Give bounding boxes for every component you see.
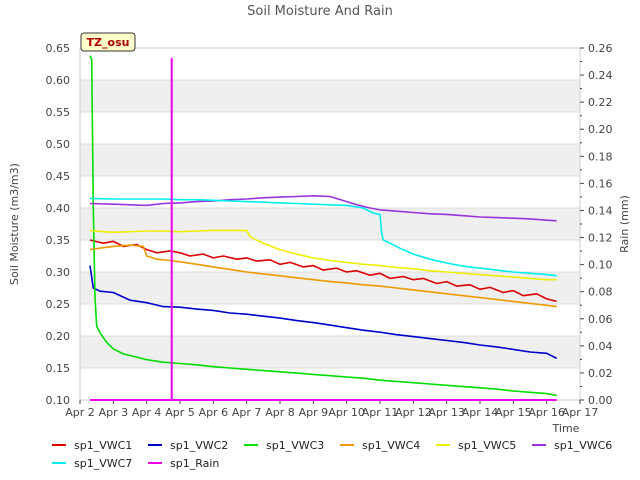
legend-swatch bbox=[436, 444, 450, 446]
legend-item: sp1_VWC2 bbox=[148, 439, 244, 452]
site-badge-label: TZ_osu bbox=[87, 36, 130, 49]
y-tick-label: 0.45 bbox=[46, 170, 71, 183]
y-tick-label: 0.35 bbox=[46, 234, 71, 247]
legend-item: sp1_VWC7 bbox=[52, 457, 148, 470]
grid-band bbox=[80, 272, 580, 304]
legend-item: sp1_Rain bbox=[148, 457, 244, 470]
x-tick-label: Apr 12 bbox=[395, 406, 432, 419]
x-tick-label: Apr 9 bbox=[299, 406, 329, 419]
y2-tick-label: 0.02 bbox=[588, 367, 613, 380]
y-tick-label: 0.40 bbox=[46, 202, 71, 215]
legend-row: sp1_VWC7 sp1_Rain bbox=[52, 454, 632, 472]
y2-axis-label: Rain (mm) bbox=[618, 195, 631, 253]
y2-tick-label: 0.10 bbox=[588, 259, 613, 272]
legend-label: sp1_VWC7 bbox=[74, 456, 133, 470]
y-tick-label: 0.30 bbox=[46, 266, 71, 279]
chart-title: Soil Moisture And Rain bbox=[247, 4, 393, 19]
y-tick-label: 0.55 bbox=[46, 106, 71, 119]
y-tick-label: 0.10 bbox=[46, 394, 71, 407]
x-tick-label: Apr 11 bbox=[362, 406, 399, 419]
y2-tick-label: 0.24 bbox=[588, 69, 613, 82]
y2-tick-label: 0.26 bbox=[588, 42, 613, 55]
legend-item: sp1_VWC4 bbox=[340, 439, 436, 452]
legend: sp1_VWC1 sp1_VWC2 sp1_VWC3 sp1_VWC4 sp1_VWC5… bbox=[52, 436, 632, 472]
x-axis-ticks: Apr 2 Apr 3 Apr 4 Apr 5 Apr 6 Apr 7 Apr 8 Apr 9… bbox=[65, 400, 598, 419]
legend-swatch bbox=[148, 462, 162, 464]
x-tick-label: Apr 7 bbox=[232, 406, 262, 419]
series-line-sp1-vwc6 bbox=[89, 195, 557, 222]
x-tick-label: Apr 2 bbox=[65, 406, 95, 419]
grid-band bbox=[80, 208, 580, 240]
legend-item: sp1_VWC1 bbox=[52, 439, 148, 452]
legend-swatch bbox=[340, 444, 354, 446]
y-axis-ticks: 0.10 0.15 0.20 0.25 0.30 0.35 0.40 0.45 0.50 0.55… bbox=[46, 42, 71, 407]
grid-band bbox=[80, 336, 580, 368]
legend-item: sp1_VWC5 bbox=[436, 439, 532, 452]
series-line-sp1-rain bbox=[90, 57, 557, 401]
y-tick-label: 0.60 bbox=[46, 74, 71, 87]
x-tick-label: Apr 15 bbox=[495, 406, 532, 419]
y2-tick-label: 0.18 bbox=[588, 150, 613, 163]
x-tick-label: Apr 3 bbox=[99, 406, 129, 419]
x-tick-label: Apr 5 bbox=[165, 406, 195, 419]
y2-tick-label: 0.16 bbox=[588, 177, 613, 190]
x-tick-label: Apr 8 bbox=[265, 406, 295, 419]
legend-label: sp1_VWC5 bbox=[458, 438, 517, 452]
series-lines bbox=[89, 55, 558, 401]
legend-label: sp1_Rain bbox=[170, 456, 220, 470]
legend-label: sp1_VWC1 bbox=[74, 438, 133, 452]
x-tick-label: Apr 4 bbox=[132, 406, 162, 419]
x-tick-label: Apr 16 bbox=[528, 406, 565, 419]
series-line-sp1-vwc2 bbox=[89, 265, 558, 360]
x-tick-label: Apr 17 bbox=[562, 406, 599, 419]
x-tick-label: Apr 6 bbox=[199, 406, 229, 419]
series-line-sp1-vwc5 bbox=[89, 229, 557, 281]
y-tick-label: 0.15 bbox=[46, 362, 71, 375]
y-axis-label: Soil Moisture (m3/m3) bbox=[8, 163, 21, 285]
grid-band bbox=[80, 144, 580, 176]
x-tick-label: Apr 13 bbox=[428, 406, 465, 419]
y-tick-label: 0.25 bbox=[46, 298, 71, 311]
y2-tick-label: 0.22 bbox=[588, 96, 613, 109]
series-line-sp1-vwc7 bbox=[89, 197, 557, 277]
legend-item: sp1_VWC3 bbox=[244, 439, 340, 452]
y2-tick-label: 0.12 bbox=[588, 232, 613, 245]
series-line-sp1-vwc4 bbox=[89, 244, 557, 308]
legend-label: sp1_VWC2 bbox=[170, 438, 229, 452]
x-tick-label: Apr 14 bbox=[462, 406, 499, 419]
y-tick-label: 0.50 bbox=[46, 138, 71, 151]
y2-tick-label: 0.14 bbox=[588, 204, 613, 217]
grid-bands bbox=[80, 79, 580, 401]
legend-swatch bbox=[52, 462, 66, 464]
legend-swatch bbox=[52, 444, 66, 446]
legend-swatch bbox=[244, 444, 258, 446]
x-axis-label: Time bbox=[552, 422, 580, 435]
legend-label: sp1_VWC4 bbox=[362, 438, 421, 452]
y-tick-label: 0.20 bbox=[46, 330, 71, 343]
y2-tick-label: 0.00 bbox=[588, 394, 613, 407]
y2-tick-label: 0.20 bbox=[588, 123, 613, 136]
site-badge: TZ_osu bbox=[80, 32, 136, 52]
y2-axis-ticks: 0.00 0.02 0.04 0.06 0.08 0.10 0.12 0.14 0.16 0.18… bbox=[580, 42, 613, 407]
legend-swatch bbox=[532, 444, 546, 446]
legend-label: sp1_VWC3 bbox=[266, 438, 325, 452]
legend-item: sp1_VWC6 bbox=[532, 439, 628, 452]
series-line-sp1-vwc3 bbox=[89, 55, 557, 397]
series-line-sp1-vwc1 bbox=[89, 239, 557, 303]
y2-tick-label: 0.06 bbox=[588, 313, 613, 326]
legend-swatch bbox=[148, 444, 162, 446]
y2-tick-label: 0.08 bbox=[588, 286, 613, 299]
legend-row: sp1_VWC1 sp1_VWC2 sp1_VWC3 sp1_VWC4 sp1_VWC5… bbox=[52, 436, 632, 454]
legend-label: sp1_VWC6 bbox=[554, 438, 613, 452]
grid-band bbox=[80, 80, 580, 112]
y2-tick-label: 0.04 bbox=[588, 340, 613, 353]
y-tick-label: 0.65 bbox=[46, 42, 71, 55]
x-tick-label: Apr 10 bbox=[328, 406, 365, 419]
